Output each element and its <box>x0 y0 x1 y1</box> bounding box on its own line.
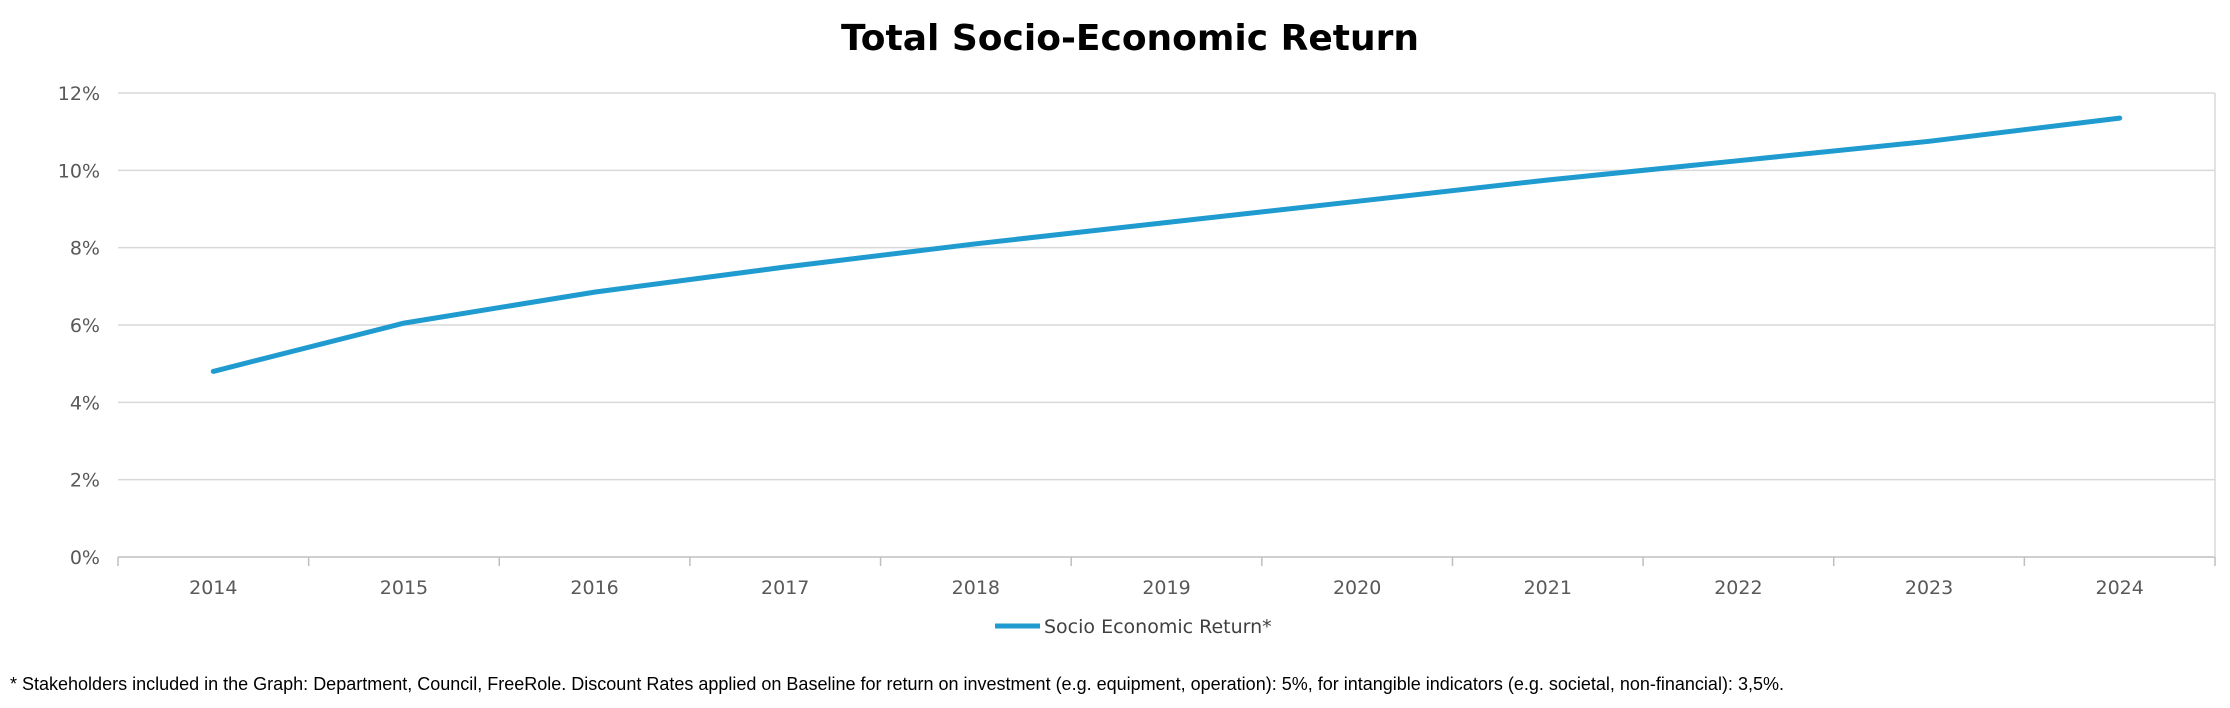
x-tick-label: 2019 <box>1142 577 1190 599</box>
y-tick-label: 12% <box>58 83 100 105</box>
data-point <box>975 243 977 245</box>
x-tick-label: 2020 <box>1333 577 1381 599</box>
x-tick-label: 2017 <box>761 577 809 599</box>
data-point <box>594 291 596 293</box>
data-point <box>1356 200 1358 202</box>
data-point <box>1737 160 1739 162</box>
y-tick-label: 10% <box>58 160 100 182</box>
y-tick-label: 2% <box>70 470 100 492</box>
x-tick-label: 2023 <box>1905 577 1953 599</box>
data-point <box>403 322 405 324</box>
x-tick-label: 2014 <box>189 577 237 599</box>
x-tick-label: 2024 <box>2096 577 2144 599</box>
series-line <box>210 115 2123 374</box>
x-tick-label: 2021 <box>1524 577 1572 599</box>
x-tick-label: 2018 <box>952 577 1000 599</box>
footnote: * Stakeholders included in the Graph: De… <box>10 674 1784 694</box>
data-point <box>1166 222 1167 224</box>
x-axis: 2014 2015 2016 2017 2018 2019 2020 2021 2022 2023… <box>117 557 2216 599</box>
y-tick-label: 4% <box>70 392 100 414</box>
legend-label: Socio Economic Return* <box>1044 616 1272 638</box>
data-point <box>1547 179 1549 181</box>
x-tick-label: 2022 <box>1714 577 1762 599</box>
x-tick-label: 2015 <box>380 577 428 599</box>
data-point <box>784 266 786 268</box>
y-tick-label: 0% <box>70 547 100 569</box>
chart-title: Total Socio-Economic Return <box>841 18 1419 59</box>
x-tick-label: 2016 <box>570 577 618 599</box>
y-axis-ticks: 0% 2% 4% 6% 8% 10% 12% <box>58 83 100 569</box>
series-layer <box>210 115 2123 374</box>
data-point <box>1928 140 1930 142</box>
y-tick-label: 8% <box>70 238 100 260</box>
data-point <box>212 370 214 372</box>
legend: Socio Economic Return* <box>995 616 1272 638</box>
y-tick-label: 6% <box>70 315 100 337</box>
data-point <box>2119 117 2121 119</box>
gridlines <box>118 92 2216 558</box>
